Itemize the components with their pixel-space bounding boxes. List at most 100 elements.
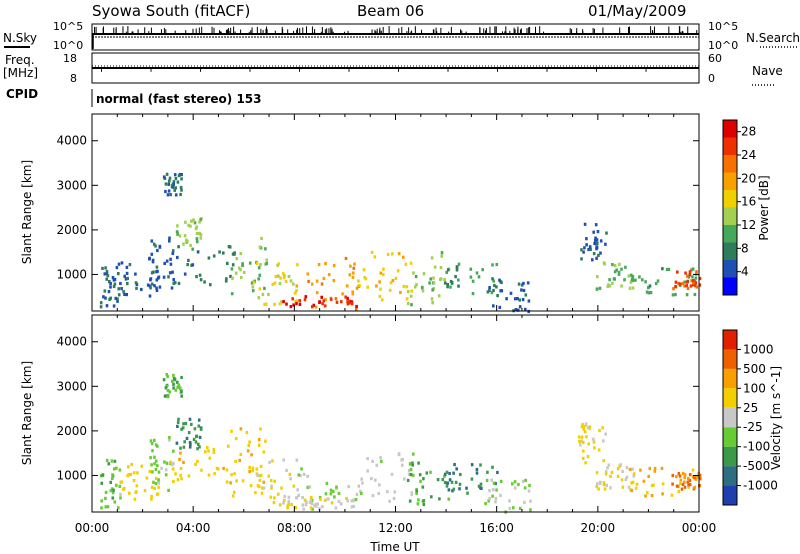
power-echo-cell bbox=[363, 276, 366, 280]
power-echo-cell bbox=[329, 297, 333, 301]
power-echo-cell bbox=[116, 299, 119, 303]
power-echo-cell bbox=[103, 272, 107, 276]
time-tick-label: 00:00 bbox=[682, 521, 717, 535]
power-echo-cell bbox=[117, 272, 120, 276]
velocity-echo-cell bbox=[267, 474, 270, 478]
power-echo-cell bbox=[234, 271, 238, 275]
velocity-echo-cell bbox=[301, 503, 305, 507]
velocity-echo-cell bbox=[411, 473, 415, 477]
power-echo-cell bbox=[618, 262, 621, 266]
velocity-echo-cell bbox=[578, 443, 582, 447]
velocity-echo-cell bbox=[679, 478, 683, 482]
power-echo-cell bbox=[167, 275, 170, 279]
velocity-echo-cell bbox=[491, 465, 494, 469]
power-echo-cell bbox=[656, 279, 660, 283]
velocity-echo-cell bbox=[104, 505, 108, 509]
velocity-echo-cell bbox=[232, 490, 236, 494]
power-echo-cell bbox=[111, 276, 115, 280]
velocity-echo-cell bbox=[290, 502, 293, 507]
velocity-echo-cell bbox=[188, 417, 192, 421]
velocity-echo-cell bbox=[678, 474, 682, 478]
nsky-label: N.Sky bbox=[3, 31, 37, 45]
power-echo-cell bbox=[303, 298, 307, 302]
power-echo-cell bbox=[167, 182, 170, 186]
velocity-echo-cell bbox=[177, 417, 180, 421]
power-echo-cell bbox=[231, 276, 234, 280]
power-echo-cell bbox=[509, 291, 513, 295]
velocity-echo-cell bbox=[197, 442, 200, 446]
power-echo-cell bbox=[351, 275, 355, 279]
power-echo-cell bbox=[399, 290, 402, 295]
power-echo-cell bbox=[113, 282, 117, 286]
velocity-echo-cell bbox=[258, 478, 262, 482]
velocity-echo-cell bbox=[421, 485, 425, 489]
velocity-echo-cell bbox=[620, 478, 624, 482]
power-echo-cell bbox=[375, 284, 378, 288]
velocity-echo-cell bbox=[518, 506, 522, 510]
power-echo-cell bbox=[595, 238, 599, 242]
velocity-echo-cell bbox=[661, 482, 665, 486]
velocity-echo-cell bbox=[628, 467, 632, 472]
power-echo-cell bbox=[124, 277, 128, 281]
power-echo-cell bbox=[351, 292, 355, 296]
power-echo-cell bbox=[684, 271, 687, 275]
power-echo-cell bbox=[629, 280, 633, 284]
power-colorbar-swatch bbox=[723, 137, 737, 155]
power-echo-cell bbox=[405, 297, 409, 301]
velocity-colorbar-ticks: 1000 500 100 25 -25 -100 -500 -1000 bbox=[737, 342, 778, 493]
power-echo-cell bbox=[588, 245, 592, 249]
velocity-echo-cell bbox=[625, 475, 629, 479]
power-echo-cell bbox=[340, 300, 343, 304]
velocity-echo-cell bbox=[333, 495, 336, 499]
power-echo-cell bbox=[421, 289, 425, 293]
power-echo-cell bbox=[149, 277, 153, 281]
freq-tick-low: 8 bbox=[70, 72, 77, 85]
velocity-echo-cell bbox=[582, 424, 586, 429]
velocity-echo-cell bbox=[595, 471, 599, 475]
power-echo-cells bbox=[99, 172, 702, 314]
power-echo-cell bbox=[164, 189, 167, 194]
power-echo-cell bbox=[596, 275, 599, 279]
velocity-echo-cell bbox=[521, 479, 525, 483]
power-echo-cell bbox=[335, 300, 339, 304]
velocity-echo-cell bbox=[172, 461, 175, 466]
velocity-echo-cell bbox=[180, 389, 183, 393]
power-echo-cell bbox=[346, 300, 349, 304]
power-echo-cell bbox=[126, 276, 129, 280]
power-echo-cell bbox=[388, 288, 392, 292]
power-echo-cell bbox=[248, 261, 252, 265]
power-echo-cell bbox=[231, 263, 235, 267]
velocity-echo-cell bbox=[234, 459, 237, 463]
power-echo-cell bbox=[475, 271, 479, 275]
power-echo-cell bbox=[606, 284, 610, 289]
nsearch-tick-low: 10^0 bbox=[708, 39, 738, 52]
velocity-echo-cell bbox=[584, 461, 587, 465]
velocity-echo-cell bbox=[150, 485, 154, 489]
power-echo-cell bbox=[493, 283, 496, 288]
power-echo-cell bbox=[251, 289, 255, 293]
velocity-echo-cell bbox=[176, 420, 180, 424]
power-echo-cell bbox=[324, 298, 327, 302]
power-echo-cell bbox=[611, 263, 614, 267]
velocity-colorbar-label-text: Velocity [m s^-1] bbox=[769, 366, 783, 470]
velocity-echo-cell bbox=[259, 427, 262, 431]
velocity-echo-cell bbox=[357, 484, 361, 488]
power-echo-cell bbox=[134, 281, 138, 285]
power-echo-cell bbox=[672, 287, 675, 291]
velocity-echo-cell bbox=[595, 485, 599, 489]
velocity-echo-cell bbox=[117, 506, 120, 510]
power-colorbar-ticks: 4 8 12 16 20 24 28 bbox=[737, 125, 756, 279]
power-echo-cell bbox=[155, 286, 158, 290]
power-echo-cell bbox=[695, 285, 699, 289]
velocity-echo-cell bbox=[688, 478, 692, 482]
power-echo-cell bbox=[677, 281, 680, 286]
velocity-echo-cell bbox=[172, 480, 175, 484]
power-echo-cell bbox=[179, 185, 183, 190]
power-echo-cell bbox=[488, 286, 491, 290]
power-echo-cell bbox=[585, 237, 588, 241]
velocity-echo-cell bbox=[119, 492, 122, 496]
power-echo-cell bbox=[422, 272, 426, 276]
velocity-echo-cell bbox=[523, 486, 527, 490]
velocity-echo-cell bbox=[180, 427, 183, 431]
power-echo-cell bbox=[449, 285, 452, 289]
